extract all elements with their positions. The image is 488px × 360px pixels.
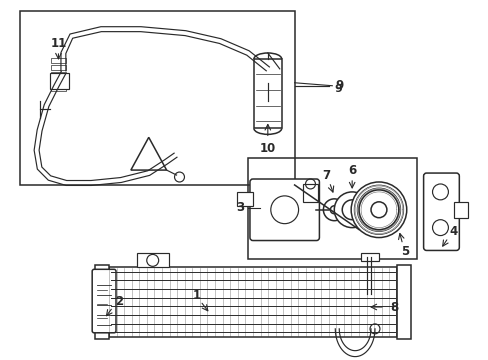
Text: 3: 3 xyxy=(236,201,244,214)
Bar xyxy=(49,73,69,89)
Text: 6: 6 xyxy=(347,163,356,176)
Text: 7: 7 xyxy=(322,168,330,181)
Text: 2: 2 xyxy=(115,294,123,307)
Text: 10: 10 xyxy=(259,142,275,155)
FancyBboxPatch shape xyxy=(423,173,458,251)
Text: 8: 8 xyxy=(390,301,398,314)
Bar xyxy=(137,253,168,267)
Bar xyxy=(50,58,66,63)
Circle shape xyxy=(358,190,398,230)
Text: 5: 5 xyxy=(400,245,408,258)
Bar xyxy=(95,265,109,339)
Bar xyxy=(50,72,66,77)
Bar xyxy=(253,59,281,129)
Text: 11: 11 xyxy=(50,37,66,50)
Bar xyxy=(50,86,66,91)
Circle shape xyxy=(270,196,298,224)
Bar xyxy=(50,79,66,84)
Bar xyxy=(20,11,294,185)
Bar xyxy=(109,267,396,337)
Bar xyxy=(302,184,318,202)
Text: 9: 9 xyxy=(334,84,342,94)
Circle shape xyxy=(323,199,345,221)
FancyBboxPatch shape xyxy=(92,269,116,333)
Text: 4: 4 xyxy=(448,225,457,238)
Bar xyxy=(257,65,279,83)
Circle shape xyxy=(334,192,369,228)
Bar xyxy=(237,192,252,206)
Bar xyxy=(396,265,410,339)
FancyBboxPatch shape xyxy=(249,179,319,240)
Text: 1: 1 xyxy=(192,289,200,302)
Circle shape xyxy=(350,182,406,238)
Bar xyxy=(360,253,378,261)
Text: 9: 9 xyxy=(334,79,343,92)
Bar xyxy=(247,158,416,260)
Bar xyxy=(50,65,66,70)
Bar xyxy=(453,202,468,218)
